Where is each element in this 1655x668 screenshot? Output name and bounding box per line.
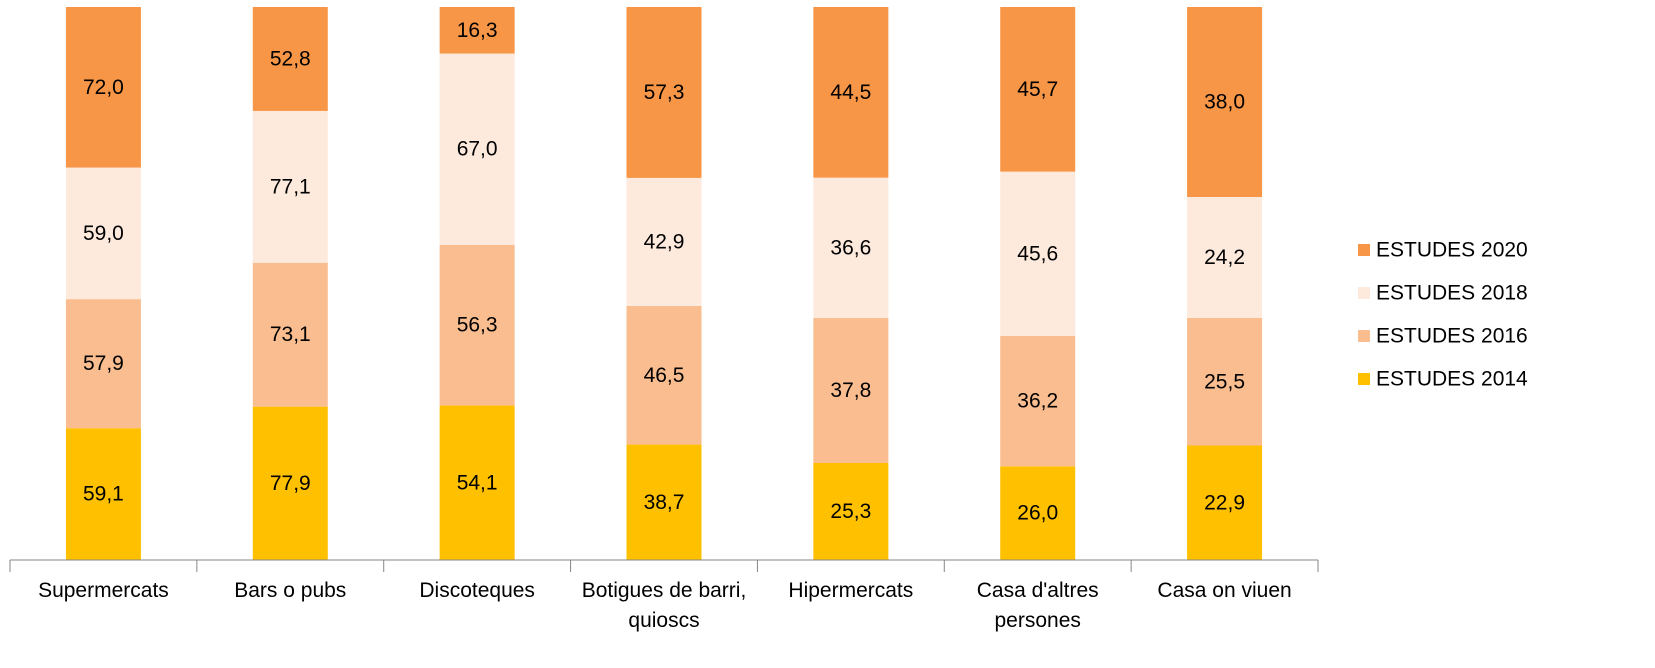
data-label: 45,6 [1017,242,1058,265]
bar-segment [626,444,702,560]
data-label: 59,1 [83,483,124,506]
bar-segment [65,428,141,560]
legend-swatch [1358,373,1370,385]
bar-segment [65,167,141,300]
legend-swatch [1358,244,1370,256]
data-label: 38,0 [1204,91,1245,114]
data-label: 38,7 [644,491,685,514]
bar-segment [1187,7,1263,197]
data-label: 25,3 [830,500,871,523]
bar-segment [626,305,702,445]
x-tick-label: Hipermercats [788,579,914,602]
data-label: 42,9 [644,230,685,253]
bar-segment [439,244,515,406]
legend-swatch [1358,287,1370,299]
bar-segment [1187,445,1263,560]
x-tick-label: Bars o pubs [234,579,347,602]
legend-label: ESTUDES 2016 [1376,325,1528,348]
bar-segment [252,7,328,111]
data-label: 24,2 [1204,246,1245,269]
bar-segment [65,7,141,168]
data-label: 25,5 [1204,370,1245,393]
legend-label: ESTUDES 2018 [1376,282,1528,305]
data-label: 56,3 [457,314,498,337]
data-label: 22,9 [1204,491,1245,514]
legend-label: ESTUDES 2014 [1376,368,1528,391]
bar-segment [813,7,889,178]
bar-segment [813,177,889,319]
data-label: 77,9 [270,472,311,495]
bar-segment [813,462,889,560]
data-label: 16,3 [457,19,498,42]
bar-segment [1000,466,1076,560]
data-label: 46,5 [644,364,685,387]
data-label: 57,9 [83,352,124,375]
x-tick-label: Botigues de barri, quioscs [581,579,747,632]
data-label: 72,0 [83,76,124,99]
bar-segment [1187,318,1263,446]
bar-segment [439,7,515,54]
bar-segment [813,318,889,463]
bar-segment [1187,197,1263,318]
bar-segment [1000,335,1076,467]
bar-segment [1000,171,1076,336]
bar-segment [626,177,702,306]
bar-segment [439,53,515,245]
bar-segment [1000,7,1076,172]
data-label: 57,3 [644,81,685,104]
data-label: 45,7 [1017,78,1058,101]
legend-swatch [1358,330,1370,342]
x-tick-label: Supermercats [38,579,169,602]
bar-segment [626,7,702,178]
bar-segment [252,406,328,560]
x-tick-label: Casa on viuen [1157,579,1292,602]
bar-segment [65,299,141,429]
data-label: 52,8 [270,48,311,71]
data-label: 67,0 [457,138,498,161]
bar-segment [439,405,515,560]
data-label: 37,8 [830,379,871,402]
data-label: 36,2 [1017,390,1058,413]
data-label: 44,5 [830,81,871,104]
legend-label: ESTUDES 2020 [1376,239,1528,262]
data-label: 36,6 [830,236,871,259]
data-label: 73,1 [270,323,311,346]
data-label: 77,1 [270,175,311,198]
x-tick-label: Casa d'altres persones [976,579,1099,632]
data-label: 26,0 [1017,502,1058,525]
x-tick-label: Discoteques [419,579,535,602]
data-label: 54,1 [457,471,498,494]
bar-segment [252,262,328,407]
bar-segment [252,110,328,263]
data-label: 59,0 [83,222,124,245]
